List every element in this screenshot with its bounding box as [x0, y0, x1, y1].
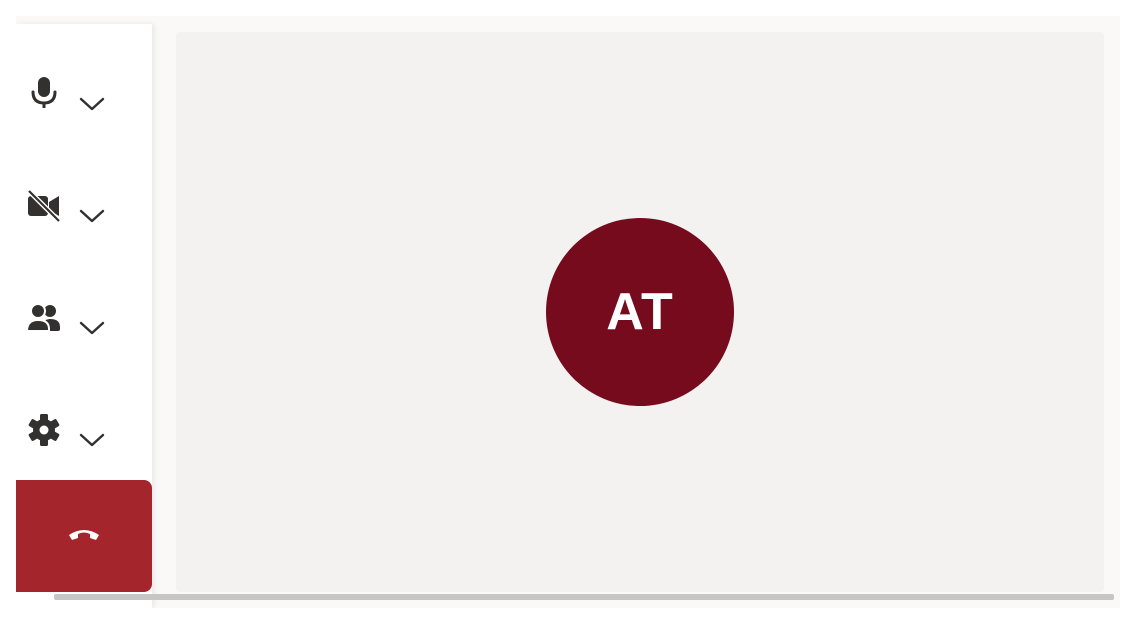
- participants-options-chevron-icon[interactable]: [76, 312, 108, 344]
- microphone-button[interactable]: [16, 32, 152, 144]
- camera-options-chevron-icon[interactable]: [76, 200, 108, 232]
- settings-button[interactable]: [16, 368, 152, 480]
- microphone-options-chevron-icon[interactable]: [76, 88, 108, 120]
- camera-off-icon: [26, 188, 62, 224]
- camera-button[interactable]: [16, 144, 152, 256]
- microphone-icon: [26, 76, 62, 112]
- horizontal-scrollbar[interactable]: [54, 594, 1114, 600]
- participant-avatar[interactable]: AT: [546, 218, 734, 406]
- participants-button[interactable]: [16, 256, 152, 368]
- gear-icon: [26, 412, 62, 448]
- call-window: AT: [16, 16, 1120, 608]
- video-stage: AT: [176, 32, 1104, 592]
- settings-options-chevron-icon[interactable]: [76, 424, 108, 456]
- hang-up-icon: [67, 526, 101, 547]
- hang-up-button[interactable]: [16, 480, 152, 592]
- people-icon: [26, 300, 62, 336]
